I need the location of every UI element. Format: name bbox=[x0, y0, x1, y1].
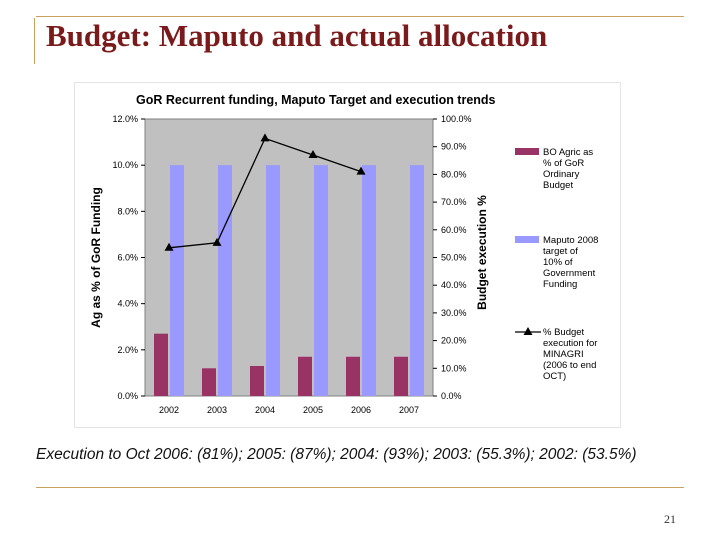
title-rule-left bbox=[34, 18, 35, 64]
legend-label-line: % Budget bbox=[543, 327, 585, 338]
bar-bo-agric bbox=[202, 368, 216, 396]
legend-label-line: Budget bbox=[543, 180, 573, 191]
x-tick-label: 2006 bbox=[351, 405, 371, 415]
right-tick-label: 50.0% bbox=[441, 253, 467, 263]
legend-label-line: BO Agric as bbox=[543, 147, 593, 158]
bar-bo-agric bbox=[346, 356, 360, 396]
bar-bo-agric bbox=[394, 356, 408, 396]
footer-rule bbox=[36, 487, 684, 488]
execution-point bbox=[356, 166, 366, 175]
title-rule-top bbox=[36, 16, 684, 17]
x-tick-label: 2003 bbox=[207, 405, 227, 415]
left-tick-label: 4.0% bbox=[117, 299, 138, 309]
bar-bo-agric bbox=[250, 365, 264, 396]
execution-caption: Execution to Oct 2006: (81%); 2005: (87%… bbox=[36, 446, 637, 463]
left-axis-title: Ag as % of GoR Funding bbox=[89, 187, 103, 328]
legend-label-line: Ordinary bbox=[543, 169, 580, 180]
legend-swatch bbox=[515, 236, 539, 243]
execution-point bbox=[212, 237, 222, 246]
bar-maputo-target bbox=[410, 165, 424, 396]
legend-label-line: Government bbox=[543, 268, 596, 279]
left-tick-label: 8.0% bbox=[117, 206, 138, 216]
left-tick-label: 6.0% bbox=[117, 253, 138, 263]
execution-point bbox=[260, 133, 270, 142]
chart-svg: GoR Recurrent funding, Maputo Target and… bbox=[89, 93, 598, 415]
legend-label-line: (2006 to end bbox=[543, 360, 596, 371]
right-tick-label: 90.0% bbox=[441, 142, 467, 152]
plot-area bbox=[144, 118, 434, 397]
bar-bo-agric bbox=[298, 356, 312, 396]
right-tick-label: 100.0% bbox=[441, 114, 472, 124]
right-tick-label: 0.0% bbox=[441, 391, 462, 401]
legend-label: Maputo 2008 target of 10% of Government Fund… bbox=[543, 235, 598, 290]
x-tick-label: 2007 bbox=[399, 405, 419, 415]
slide-title: Budget: Maputo and actual allocation bbox=[46, 18, 548, 53]
bar-maputo-target bbox=[266, 165, 280, 396]
left-tick-label: 0.0% bbox=[117, 391, 138, 401]
bar-maputo-target bbox=[362, 165, 376, 396]
legend-label-line: MINAGRI bbox=[543, 349, 584, 360]
legend-label-line: target of bbox=[543, 246, 578, 257]
bar-bo-agric bbox=[154, 333, 168, 396]
right-tick-label: 20.0% bbox=[441, 336, 467, 346]
legend-label: BO Agric as% of GoR Ordinary Budget bbox=[543, 147, 593, 191]
right-axis-title: Budget execution % bbox=[475, 195, 489, 310]
legend-label: % Budget execution for MINAGRI (2006 to end… bbox=[543, 327, 597, 382]
legend-marker bbox=[523, 327, 533, 335]
right-tick-label: 80.0% bbox=[441, 169, 467, 179]
legend-swatch bbox=[515, 148, 539, 155]
right-tick-label: 10.0% bbox=[441, 363, 467, 373]
execution-point bbox=[308, 150, 318, 159]
legend-label-line: execution for bbox=[543, 338, 597, 349]
left-tick-label: 10.0% bbox=[112, 160, 138, 170]
legend-label-line: Funding bbox=[543, 279, 577, 290]
left-tick-label: 2.0% bbox=[117, 345, 138, 355]
right-tick-label: 40.0% bbox=[441, 280, 467, 290]
left-tick-label: 12.0% bbox=[112, 114, 138, 124]
legend-label-line: OCT) bbox=[543, 371, 566, 382]
chart-title: GoR Recurrent funding, Maputo Target and… bbox=[136, 93, 496, 107]
right-tick-label: 60.0% bbox=[441, 225, 467, 235]
right-tick-label: 70.0% bbox=[441, 197, 467, 207]
legend-label-line: 10% of bbox=[543, 257, 573, 268]
execution-point bbox=[164, 242, 174, 251]
bar-maputo-target bbox=[314, 165, 328, 396]
legend-label-line: Maputo 2008 bbox=[543, 235, 598, 246]
legend-label-line: % of GoR bbox=[543, 158, 584, 169]
chart-area: GoR Recurrent funding, Maputo Target and… bbox=[75, 83, 620, 427]
x-tick-label: 2004 bbox=[255, 405, 275, 415]
page-number: 21 bbox=[664, 512, 676, 526]
x-tick-label: 2002 bbox=[159, 405, 179, 415]
x-tick-label: 2005 bbox=[303, 405, 323, 415]
right-tick-label: 30.0% bbox=[441, 308, 467, 318]
bar-maputo-target bbox=[218, 165, 232, 396]
bar-maputo-target bbox=[170, 165, 184, 396]
